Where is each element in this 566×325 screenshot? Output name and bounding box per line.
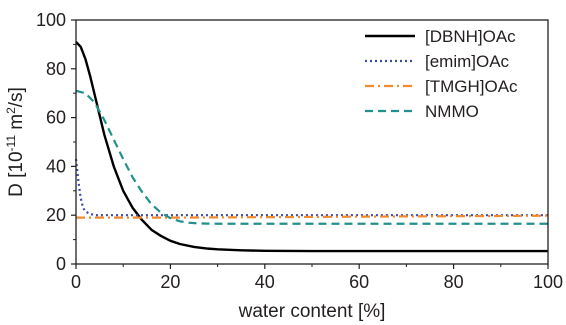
- y-axis-title: D [10-11 m2/s]: [4, 87, 27, 197]
- legend-label-1: [DBNH]OAc: [425, 27, 516, 46]
- series-line-4: [75, 89, 548, 225]
- x-tick-label: 80: [444, 272, 464, 292]
- legend-label-3: [TMGH]OAc: [425, 77, 518, 96]
- series-line-2: [74, 158, 548, 217]
- y-tick-label: 40: [46, 156, 66, 176]
- x-tick-label: 40: [255, 272, 275, 292]
- y-tick-label: 80: [46, 59, 66, 79]
- series-line-1: [75, 41, 548, 253]
- x-tick-label: 60: [349, 272, 369, 292]
- y-tick-label: 0: [56, 254, 66, 274]
- y-axis-title-main: D [10: [6, 151, 27, 196]
- x-tick-label: 100: [533, 272, 563, 292]
- y-axis-title-exponent: -11: [4, 135, 18, 152]
- y-tick-label: 60: [46, 108, 66, 128]
- legend-label-2: [emim]OAc: [425, 52, 510, 71]
- y-tick-label: 100: [36, 10, 66, 30]
- x-axis-title: water content [%]: [238, 301, 386, 322]
- series-line-3: [76, 214, 549, 219]
- y-axis-title-unit-suffix: /s]: [6, 87, 27, 107]
- y-axis-title-unit: m: [6, 114, 27, 135]
- y-tick-label: 20: [46, 205, 66, 225]
- x-tick-label: 20: [160, 272, 180, 292]
- y-axis-title-unit-exponent: 2: [4, 107, 18, 114]
- legend-label-4: NMMO: [425, 102, 479, 121]
- x-tick-label: 0: [71, 272, 81, 292]
